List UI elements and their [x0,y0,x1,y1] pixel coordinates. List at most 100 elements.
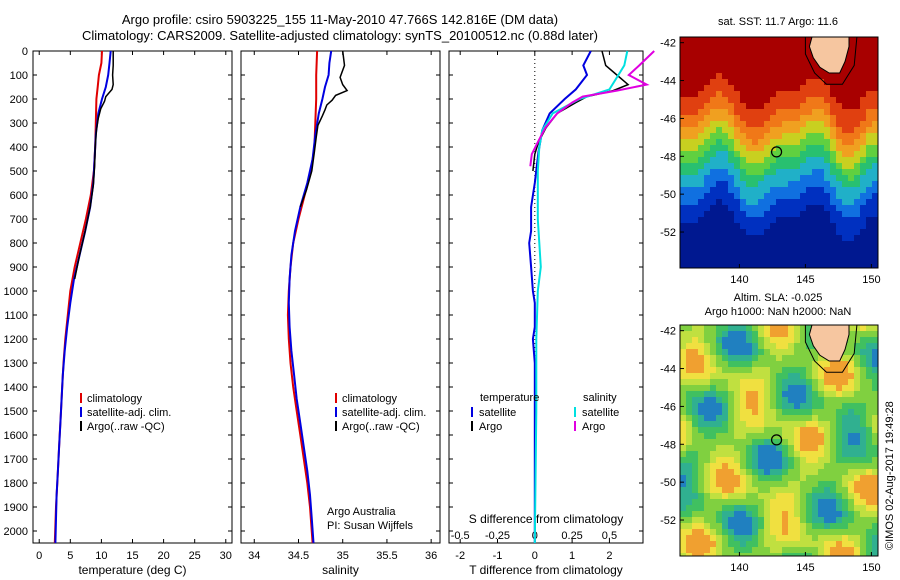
map-cell [728,403,734,409]
map-cell [764,175,770,181]
map-cell [764,433,770,439]
map-cell [734,211,740,217]
map-cell [716,343,722,349]
map-cell [680,349,686,355]
map-cell [812,541,818,547]
map-cell [854,427,860,433]
map-cell [692,241,698,247]
map-cell [860,79,866,85]
map-cell [704,37,710,43]
map-cell [800,535,806,541]
figure-title-line2: Climatology: CARS2009. Satellite-adjuste… [82,28,598,43]
map-cell [854,481,860,487]
map-cell [722,475,728,481]
map-cell [698,487,704,493]
map-cell [842,391,848,397]
map-cell [776,409,782,415]
map-cell [812,103,818,109]
map-cell [740,67,746,73]
map-cell [776,175,782,181]
map-cell [794,433,800,439]
map-cell [866,175,872,181]
map-cell [818,235,824,241]
map-cell [782,97,788,103]
map-cell [770,181,776,187]
map-cell [686,355,692,361]
map-cell [752,55,758,61]
map-cell [710,259,716,265]
map-cell [782,247,788,253]
map-cell [698,511,704,517]
map-cell [680,355,686,361]
legend-label: satellite [479,407,516,419]
map-cell [722,175,728,181]
map-cell [836,247,842,253]
map-cell [686,523,692,529]
map-cell [794,247,800,253]
map-cell [770,397,776,403]
map-cell [830,415,836,421]
map-cell [740,529,746,535]
map-cell [776,493,782,499]
map-cell [698,535,704,541]
map-cell [698,409,704,415]
map-cell [860,427,866,433]
map-cell [806,217,812,223]
map-cell [860,403,866,409]
map-cell [860,409,866,415]
map-cell [686,109,692,115]
map-cell [770,217,776,223]
map-cell [686,373,692,379]
map-cell [746,373,752,379]
map-cell [728,199,734,205]
map-cell [758,535,764,541]
map-cell [812,139,818,145]
x-tick-label: -2 [455,550,465,562]
map-cell [824,409,830,415]
map-cell [752,163,758,169]
map-cell [764,97,770,103]
map-cell [842,79,848,85]
map-cell [698,469,704,475]
map-cell [836,121,842,127]
map-cell [734,457,740,463]
map-cell [692,331,698,337]
map-cell [842,61,848,67]
map-cell [734,139,740,145]
map-cell [704,181,710,187]
map-cell [854,91,860,97]
map-cell [692,511,698,517]
map-cell [740,373,746,379]
map-cell [806,91,812,97]
map-cell [758,157,764,163]
map-cell [854,511,860,517]
map-cell [716,217,722,223]
map-cell [692,169,698,175]
map-cell [680,187,686,193]
map-cell [728,247,734,253]
map-cell [686,463,692,469]
map-cell [764,127,770,133]
map-cell [836,535,842,541]
map-cell [746,457,752,463]
map-cell [752,85,758,91]
map-cell [710,91,716,97]
map-cell [746,169,752,175]
map-cell [788,169,794,175]
map-cell [692,343,698,349]
map-cell [842,175,848,181]
map-cell [854,379,860,385]
map-cell [782,469,788,475]
map-cell [728,409,734,415]
map-cell [794,199,800,205]
map-cell [746,217,752,223]
map-cell [848,199,854,205]
map-cell [746,391,752,397]
top-tick-label: 0.25 [561,530,582,542]
map-cell [686,247,692,253]
map-cell [758,145,764,151]
map-cell [692,265,698,268]
map-cell [740,49,746,55]
map-cell [770,115,776,121]
map-cell [758,121,764,127]
